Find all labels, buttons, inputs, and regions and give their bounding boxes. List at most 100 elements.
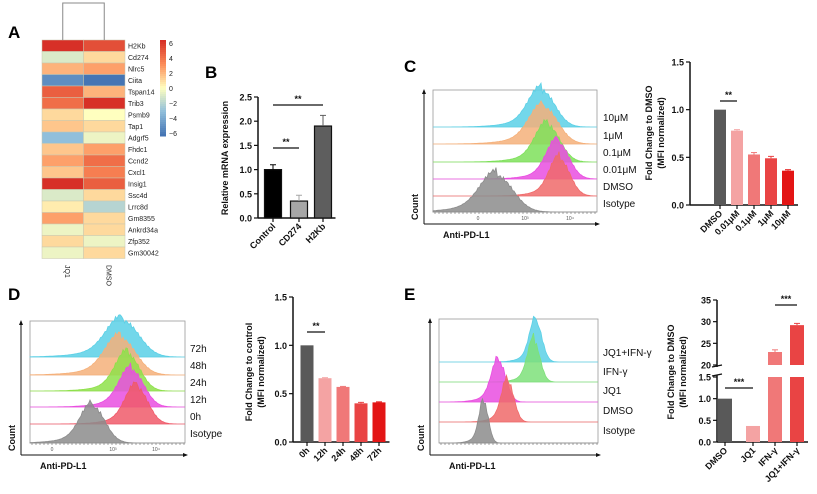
significance-marker: ** — [725, 90, 733, 100]
sample-label: 10μM — [603, 113, 628, 124]
y-axis-label: Fold Change to DMSO — [666, 325, 676, 420]
bar — [731, 130, 743, 205]
heatmap-cell — [41, 166, 84, 179]
bar-upper — [790, 325, 804, 365]
y-axis-label: (MFI normalized) — [678, 336, 688, 408]
colorbar-segment — [160, 50, 166, 53]
x-tick-label: H2Kb — [304, 221, 328, 245]
heatmap-row-label: Nlrc5 — [128, 67, 144, 74]
colorbar-segment — [160, 66, 166, 69]
y-tick-label: 0.5 — [274, 389, 287, 399]
x-tick-label: 10⁴ — [566, 216, 574, 222]
bar — [318, 378, 332, 442]
sample-label: 12h — [190, 395, 207, 406]
y-tick-label: 0.0 — [671, 201, 684, 211]
colorbar-tick-label: 4 — [169, 56, 173, 63]
axis-break-mark — [711, 373, 723, 377]
heatmap-cell — [83, 131, 126, 144]
heatmap-cell — [83, 223, 126, 236]
heatmap-cell — [83, 51, 126, 64]
colorbar-segment — [160, 116, 166, 119]
colorbar-segment — [160, 104, 166, 107]
x-axis-label: Anti-PD-L1 — [40, 461, 87, 471]
colorbar-tick-label: 6 — [169, 41, 173, 48]
axis-break-gap — [712, 367, 812, 375]
heatmap-cell — [41, 154, 84, 167]
x-tick-label: 10μM — [769, 208, 792, 231]
bar — [748, 154, 760, 205]
colorbar-tick-label: −6 — [169, 131, 177, 138]
y-tick-label: 1.0 — [239, 165, 252, 175]
bar — [718, 398, 732, 442]
colorbar-tick-label: 0 — [169, 86, 173, 93]
heatmap-row-label: Ccnd2 — [128, 159, 148, 166]
heatmap-cell — [41, 39, 84, 52]
heatmap-cell — [41, 189, 84, 202]
bar — [790, 377, 804, 442]
heatmap-row-label: Ssc4d — [128, 193, 148, 200]
y-tick-label: 1.0 — [671, 105, 684, 115]
colorbar-segment — [160, 44, 166, 47]
panel-label-d: D — [8, 285, 20, 304]
histogram-curve — [439, 315, 598, 363]
y-axis-label: Fold Change to DMSO — [644, 86, 654, 181]
x-tick-label: 0h — [297, 445, 312, 460]
panel-label-c: C — [404, 57, 416, 76]
bar — [372, 402, 386, 442]
sample-label: 0h — [190, 412, 201, 423]
colorbar-segment — [160, 106, 166, 109]
x-axis-label: Anti-PD-L1 — [443, 230, 490, 240]
heatmap-cell — [83, 200, 126, 213]
sample-label: 1μM — [603, 131, 623, 142]
y-tick-label: 20 — [701, 361, 711, 371]
bar — [746, 425, 760, 442]
panel-label-e: E — [404, 285, 415, 304]
colorbar-segment — [160, 112, 166, 115]
colorbar-segment — [160, 52, 166, 55]
colorbar-segment — [160, 42, 166, 45]
significance-marker: ** — [312, 321, 320, 331]
colorbar-segment — [160, 120, 166, 123]
y-axis-label: Relative mRNA expression — [220, 101, 230, 215]
heatmap-cell — [41, 51, 84, 64]
histogram-curve — [439, 397, 598, 444]
heatmap-cell — [41, 131, 84, 144]
y-tick-label: 35 — [701, 296, 711, 306]
colorbar-tick-label: 2 — [169, 71, 173, 78]
y-tick-label: 0.0 — [239, 214, 252, 224]
heatmap-row-label: Zfp352 — [128, 239, 150, 246]
colorbar-segment — [160, 132, 166, 135]
sample-label: Isotype — [603, 426, 636, 437]
y-axis-arrow — [19, 320, 23, 325]
sample-label: 24h — [190, 378, 207, 389]
x-axis-arrow — [183, 453, 188, 457]
heatmap-cell — [41, 212, 84, 225]
y-tick-label: 1.0 — [698, 394, 711, 404]
y-axis-arrow — [422, 89, 426, 94]
heatmap-cell — [83, 74, 126, 87]
bar — [765, 158, 777, 205]
bar — [263, 169, 283, 219]
histogram-curve — [433, 81, 597, 128]
heatmap-cell — [83, 189, 126, 202]
histogram-curve — [439, 373, 598, 423]
colorbar-segment — [160, 46, 166, 49]
bar — [782, 170, 794, 205]
heatmap-cell — [83, 212, 126, 225]
heatmap-cell — [41, 74, 84, 87]
colorbar-segment — [160, 130, 166, 133]
y-axis-label: (MFI normalized) — [256, 336, 266, 408]
histogram-curve — [30, 362, 185, 408]
heatmap-column-label: DMSO — [104, 265, 111, 287]
colorbar-tick-label: −2 — [169, 101, 177, 108]
histogram-curve — [30, 347, 185, 392]
colorbar-segment — [160, 122, 166, 125]
colorbar-segment — [160, 108, 166, 111]
heatmap-row-label: Fhdc1 — [128, 147, 148, 154]
colorbar-segment — [160, 68, 166, 71]
heatmap-cell — [83, 235, 126, 248]
sample-label: DMSO — [603, 406, 633, 417]
histogram-curve — [439, 355, 598, 403]
x-tick-label: 12h — [311, 445, 329, 463]
sample-label: Isotype — [603, 199, 636, 210]
